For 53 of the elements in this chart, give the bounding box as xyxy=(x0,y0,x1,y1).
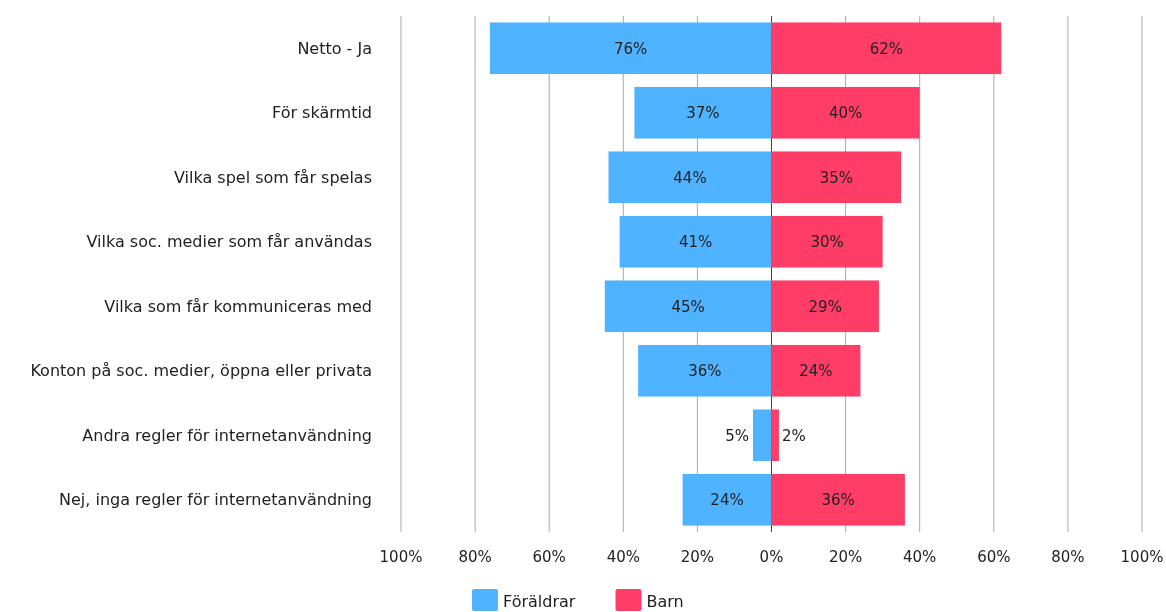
legend-label: Barn xyxy=(646,591,684,611)
x-tick-label: 100% xyxy=(1120,548,1164,567)
data-label: 40% xyxy=(828,104,863,122)
x-tick-label: 100% xyxy=(379,548,423,567)
data-label: 36% xyxy=(688,362,722,380)
x-tick-label: 20% xyxy=(680,548,715,567)
data-label: 36% xyxy=(821,491,855,509)
bar xyxy=(771,280,879,333)
bar xyxy=(752,409,772,462)
data-label: 29% xyxy=(808,297,842,316)
y-tick-label: Konton på soc. medier, öppna eller privata xyxy=(30,361,372,381)
bar xyxy=(638,344,772,397)
bar xyxy=(771,86,920,139)
data-label: 41% xyxy=(678,233,713,251)
y-tick-label: Vilka spel som får spelas xyxy=(173,167,372,187)
x-tick-label: 40% xyxy=(606,548,640,567)
x-tick-label: 0% xyxy=(759,548,784,567)
bar xyxy=(771,409,779,462)
data-label: 2% xyxy=(781,426,806,445)
data-label: 76% xyxy=(614,39,648,58)
bar xyxy=(619,215,772,268)
x-tick-label: 60% xyxy=(532,548,566,567)
y-tick-label: För skärmtid xyxy=(272,103,372,123)
data-label: 24% xyxy=(710,491,744,509)
bar xyxy=(489,22,772,75)
data-label: 62% xyxy=(869,39,904,58)
y-tick-label: Vilka soc. medier som får användas xyxy=(86,232,372,252)
y-tick-label: Nej, inga regler för internetanvändning xyxy=(59,490,372,510)
y-tick-label: Netto - Ja xyxy=(297,38,372,58)
legend-label: Föräldrar xyxy=(503,591,576,611)
x-tick-label: 20% xyxy=(828,548,863,567)
bar xyxy=(604,280,772,333)
data-label: 5% xyxy=(725,426,749,445)
data-label: 24% xyxy=(799,362,833,380)
bar xyxy=(771,215,883,268)
data-label: 35% xyxy=(819,168,854,187)
bar xyxy=(771,22,1002,75)
x-tick-label: 80% xyxy=(458,548,492,567)
data-label: 37% xyxy=(686,104,720,122)
bar xyxy=(771,151,902,204)
data-label: 30% xyxy=(810,233,844,251)
x-tick-label: 60% xyxy=(977,548,1011,567)
bar xyxy=(682,473,772,526)
y-tick-label: Andra regler för internetanvändning xyxy=(82,425,372,445)
bar xyxy=(771,473,905,526)
y-tick-label: Vilka som får kommuniceras med xyxy=(104,296,372,316)
data-label: 45% xyxy=(671,297,705,316)
bar xyxy=(634,86,772,139)
x-tick-label: 80% xyxy=(1051,548,1085,567)
bar xyxy=(608,151,772,204)
x-tick-label: 40% xyxy=(903,548,937,567)
data-label: 44% xyxy=(673,168,707,187)
bar xyxy=(771,344,861,397)
